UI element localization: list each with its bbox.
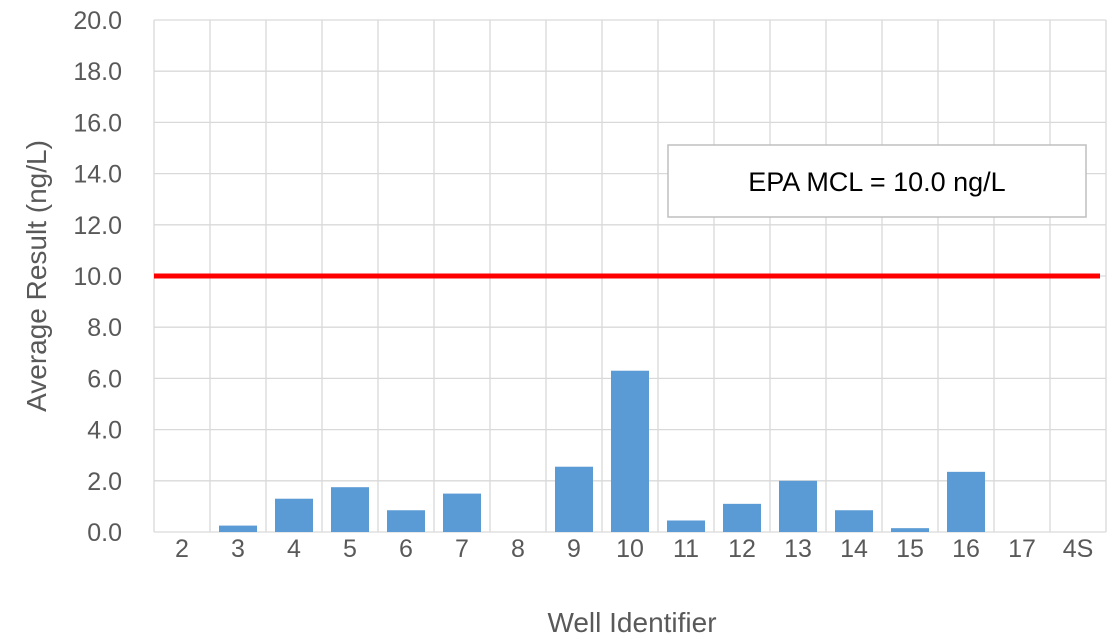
y-tick-label: 8.0: [87, 314, 122, 342]
x-axis-label: Well Identifier: [547, 607, 716, 638]
bar-15: [891, 528, 929, 532]
annotation-box: EPA MCL = 10.0 ng/L: [667, 144, 1087, 218]
bar-16: [947, 471, 985, 532]
bar-6: [387, 510, 425, 532]
y-tick-label: 0.0: [87, 519, 122, 547]
bar-12: [723, 503, 761, 532]
x-tick-label: 8: [511, 535, 525, 563]
bar-10: [611, 370, 649, 532]
bar-4: [275, 498, 313, 532]
x-tick-label: 10: [616, 535, 644, 563]
x-tick-label: 3: [231, 535, 245, 563]
y-tick-label: 10.0: [73, 263, 122, 291]
y-axis-tick-labels: 0.0 2.0 4.0 6.0 8.0 10.0 12.0 14.0 16.0 18.0 20.0: [73, 7, 122, 547]
annotation-box-frame: [667, 144, 1087, 218]
x-tick-label: 17: [1008, 535, 1036, 563]
y-tick-label: 16.0: [73, 109, 122, 137]
y-tick-label: 6.0: [87, 365, 122, 393]
x-tick-label: 4S: [1063, 535, 1094, 563]
bar-14: [835, 510, 873, 532]
y-tick-label: 14.0: [73, 161, 122, 189]
y-axis-label: Average Result (ng/L): [21, 140, 52, 412]
x-tick-label: 15: [896, 535, 924, 563]
annotation-label: EPA MCL = 10.0 ng/L: [748, 167, 1005, 197]
x-tick-label: 12: [728, 535, 756, 563]
x-axis-tick-labels: 2 3 4 5 6 7 8 9 10 11 12 13 14 15 16 17 4S: [175, 535, 1093, 563]
y-tick-label: 12.0: [73, 212, 122, 240]
x-tick-label: 16: [952, 535, 980, 563]
x-tick-label: 5: [343, 535, 357, 563]
x-tick-label: 4: [287, 535, 301, 563]
x-tick-label: 6: [399, 535, 413, 563]
x-tick-label: 2: [175, 535, 189, 563]
x-tick-label: 14: [840, 535, 868, 563]
bar-13: [779, 480, 817, 532]
x-tick-label: 11: [673, 535, 699, 563]
x-tick-label: 13: [784, 535, 812, 563]
bar-5: [331, 487, 369, 532]
bar-11: [667, 520, 705, 532]
bar-7: [443, 493, 481, 532]
y-tick-label: 2.0: [87, 468, 122, 496]
y-tick-label: 18.0: [73, 58, 122, 86]
bar-3: [219, 525, 257, 532]
bar-series: [219, 370, 985, 532]
x-tick-label: 9: [567, 535, 581, 563]
y-tick-label: 20.0: [73, 7, 122, 35]
y-tick-label: 4.0: [87, 417, 122, 445]
bar-9: [555, 466, 593, 532]
x-tick-label: 7: [455, 535, 469, 563]
